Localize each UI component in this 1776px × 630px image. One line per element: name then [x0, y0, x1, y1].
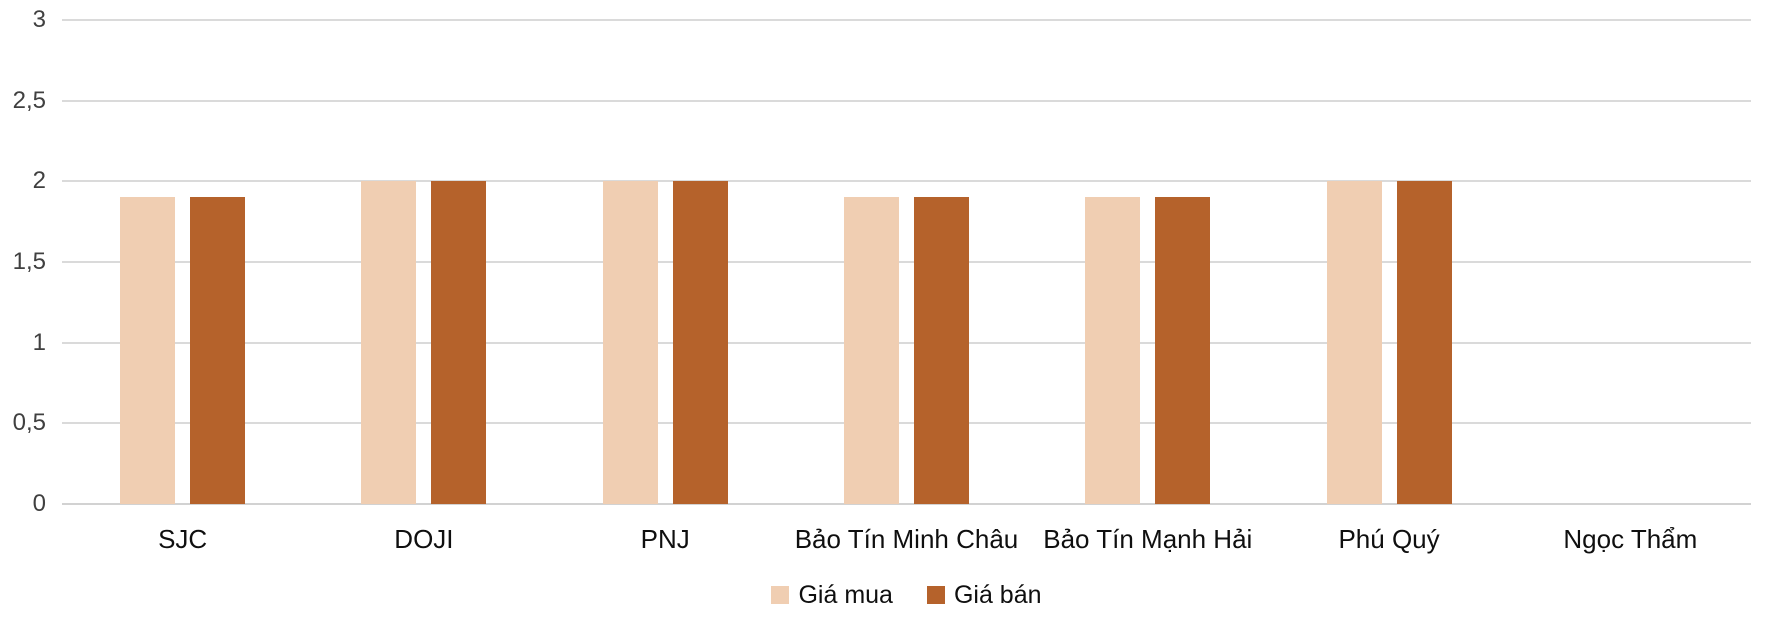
y-axis-tick-label: 2	[32, 167, 46, 195]
y-axis-tick-label: 0	[32, 490, 46, 517]
gridline-y-2	[62, 180, 1751, 183]
gridline-y-1-5	[62, 261, 1751, 263]
gridline-y-0	[62, 503, 1751, 505]
gridline-y-1	[62, 341, 1751, 344]
legend-swatch-icon	[771, 586, 790, 604]
bar-giá-bán	[1396, 181, 1452, 504]
x-axis-category-label: SJC	[158, 524, 208, 554]
legend-item-giá-bán: Giá bán	[926, 580, 1042, 610]
x-axis-category-label: Ngọc Thẩm	[1563, 524, 1698, 554]
bar-giá-mua	[1085, 197, 1141, 504]
gridline-y-0-5	[62, 422, 1751, 425]
plot-area	[62, 19, 1751, 505]
legend: Giá mua Giá bán	[62, 578, 1751, 612]
legend-label: Giá mua	[798, 581, 893, 609]
bar-giá-bán	[190, 197, 246, 504]
bar-group-1	[62, 20, 303, 504]
bar-group-5	[1027, 20, 1268, 504]
x-axis-category-label: Phú Quý	[1338, 524, 1440, 554]
x-axis-category-label: PNJ	[640, 524, 690, 554]
y-axis-tick-label: 0,5	[12, 409, 46, 437]
bar-giá-bán	[672, 181, 728, 504]
bar-giá-mua	[361, 181, 417, 504]
bar-giá-bán	[431, 181, 487, 504]
bar-group-7	[1510, 20, 1751, 504]
y-axis-tick-label: 1	[32, 328, 46, 356]
gridline-y-3	[62, 19, 1751, 21]
bar-giá-mua	[843, 197, 899, 504]
gridline-y-2-5	[62, 99, 1751, 102]
bar-group-4	[786, 20, 1027, 504]
y-axis-tick-label: 1,5	[12, 248, 46, 275]
y-axis-tick-label: 2,5	[12, 86, 46, 114]
bar-group-6	[1268, 20, 1509, 504]
legend-label: Giá bán	[953, 581, 1042, 609]
x-axis-category-label: Bảo Tín Mạnh Hải	[1043, 524, 1253, 554]
bar-group-2	[303, 20, 544, 504]
bar-giá-mua	[120, 197, 176, 504]
x-axis-category-label: DOJI	[394, 524, 454, 554]
x-axis-category-label: Bảo Tín Minh Châu	[794, 524, 1019, 554]
bar-giá-mua	[1326, 181, 1382, 504]
legend-swatch-icon	[926, 586, 945, 604]
bar-giá-bán	[913, 197, 969, 504]
bar-giá-mua	[602, 181, 658, 504]
bar-giá-bán	[1155, 197, 1211, 504]
bar-group-3	[545, 20, 786, 504]
y-axis-tick-label: 3	[32, 6, 46, 33]
legend-item-giá-mua: Giá mua	[771, 580, 893, 610]
